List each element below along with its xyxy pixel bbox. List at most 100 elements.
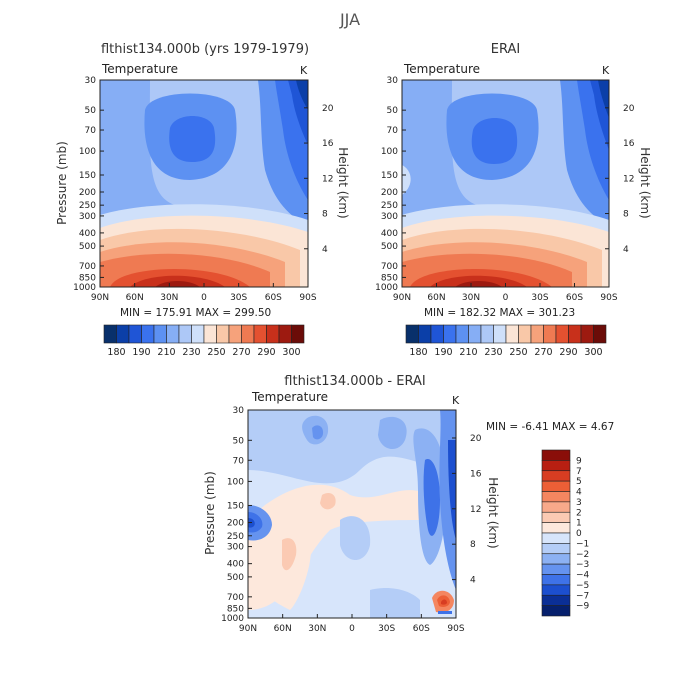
y-tick-label: 100 [227, 477, 244, 487]
x-tick-label: 90N [239, 624, 257, 634]
panel1-colorbar-swatch [253, 324, 267, 344]
panel2-colorbar-swatch [493, 324, 507, 344]
y-right-tick-label: 12 [322, 174, 333, 184]
y-tick-label: 400 [79, 229, 96, 239]
x-tick-label: 90N [393, 293, 411, 303]
x-tick-label: 30N [308, 624, 326, 634]
panel1-colorbar-swatch [153, 324, 167, 344]
y-right-tick-label: 20 [470, 434, 482, 444]
panel1-colorbar-label: 270 [232, 347, 250, 358]
panel1-colorbar-label: 180 [107, 347, 125, 358]
panel3-colorbar-label: 7 [576, 467, 582, 477]
y-tick-label: 250 [381, 201, 398, 211]
panel2-colorbar-swatch [593, 324, 607, 344]
x-tick-label: 30S [230, 293, 247, 303]
panel3-colorbar-label: 1 [576, 519, 582, 529]
panel1-variable: Temperature [102, 62, 179, 76]
panel3-colorbar-label: 9 [576, 456, 582, 466]
y-tick-label: 250 [227, 532, 244, 542]
panel1-colorbar-swatch [203, 324, 217, 344]
panel2-colorbar-swatch [418, 324, 432, 344]
panel1-contour-field [100, 80, 308, 287]
y-tick-label: 300 [227, 543, 244, 553]
y-right-tick-label: 20 [623, 104, 635, 114]
y-right-tick-label: 12 [623, 174, 634, 184]
panel1-colorbar-label: 290 [257, 347, 275, 358]
panel1-colorbar-label: 230 [182, 347, 200, 358]
x-tick-label: 30N [462, 293, 480, 303]
y-right-tick-label: 8 [470, 540, 476, 550]
panel3-colorbar-swatch [541, 605, 571, 617]
panel2-colorbar-swatch [480, 324, 494, 344]
panel2-stats: MIN = 182.32 MAX = 301.23 [424, 307, 576, 319]
panel2-colorbar-swatch [568, 324, 582, 344]
y-tick-label: 30 [387, 76, 399, 86]
y-tick-label: 100 [381, 147, 398, 157]
panel3-contour-field [248, 410, 456, 618]
panel1-colorbar-swatch [141, 324, 155, 344]
y-tick-label: 700 [227, 593, 244, 603]
y-tick-label: 250 [79, 201, 96, 211]
x-tick-label: 90S [299, 293, 316, 303]
x-tick-label: 30S [378, 624, 395, 634]
panel3-colorbar-swatch [541, 532, 571, 544]
panel3-colorbar-label: 2 [576, 508, 582, 518]
panel2-title: ERAI [490, 42, 521, 57]
panel2-colorbar-label: 230 [484, 347, 502, 358]
y-tick-label: 850 [381, 273, 398, 283]
panel2-colorbar-swatch [443, 324, 457, 344]
y-tick-label: 1000 [73, 283, 96, 293]
panel2-colorbar-swatch [543, 324, 557, 344]
y-tick-label: 150 [79, 171, 96, 181]
y-tick-label: 300 [381, 212, 398, 222]
panel2-units: K [602, 64, 610, 77]
panel3-colorbar-swatch [541, 491, 571, 503]
panel2-colorbar-label: 210 [459, 347, 477, 358]
panel3-colorbar-swatch [541, 574, 571, 586]
panel2-colorbar-label: 300 [584, 347, 602, 358]
panel1-stats: MIN = 175.91 MAX = 299.50 [120, 307, 272, 319]
y-right-tick-label: 20 [322, 104, 334, 114]
panel2-colorbar-swatch [505, 324, 519, 344]
x-tick-label: 0 [201, 293, 207, 303]
y-tick-label: 50 [85, 106, 97, 116]
y-tick-label: 500 [79, 242, 96, 252]
y-right-tick-label: 12 [470, 505, 481, 515]
y-right-tick-label: 4 [470, 576, 476, 586]
figure-title: JJA [339, 10, 361, 29]
y-tick-label: 300 [79, 212, 96, 222]
panel3-colorbar-label: 3 [576, 498, 582, 508]
y-tick-label: 50 [233, 436, 245, 446]
panel3-colorbar-swatch [541, 594, 571, 606]
panel1-units: K [300, 64, 308, 77]
y-tick-label: 400 [227, 560, 244, 570]
panel3-colorbar-swatch [541, 480, 571, 492]
y-tick-label: 700 [79, 262, 96, 272]
panel1-colorbar-swatch [216, 324, 230, 344]
panel1-colorbar-swatch [128, 324, 142, 344]
y-tick-label: 30 [85, 76, 97, 86]
panel2-colorbar-swatch [455, 324, 469, 344]
panel3-colorbar-label: −9 [576, 602, 590, 612]
x-tick-label: 90N [91, 293, 109, 303]
y-tick-label: 150 [227, 501, 244, 511]
y-tick-label: 850 [79, 273, 96, 283]
panel1-colorbar-label: 300 [282, 347, 300, 358]
panel3-colorbar-swatch [541, 584, 571, 596]
panel3-colorbar-swatch [541, 511, 571, 523]
panel3-colorbar-label: 4 [576, 488, 582, 498]
panel2-colorbar-swatch [555, 324, 569, 344]
y-tick-label: 200 [79, 188, 96, 198]
panel2-colorbar-swatch [518, 324, 532, 344]
panel1-colorbar-swatch [116, 324, 130, 344]
panel3-title: flthist134.000b - ERAI [284, 374, 426, 389]
panel1-colorbar-swatch [191, 324, 205, 344]
y-right-tick-label: 4 [322, 245, 328, 255]
y-tick-label: 70 [233, 456, 245, 466]
panel3-colorbar-swatch [541, 501, 571, 513]
y-tick-label: 200 [227, 519, 244, 529]
y-right-tick-label: 8 [623, 210, 629, 220]
panel3-colorbar-label: −4 [576, 571, 590, 581]
y-tick-label: 700 [381, 262, 398, 272]
